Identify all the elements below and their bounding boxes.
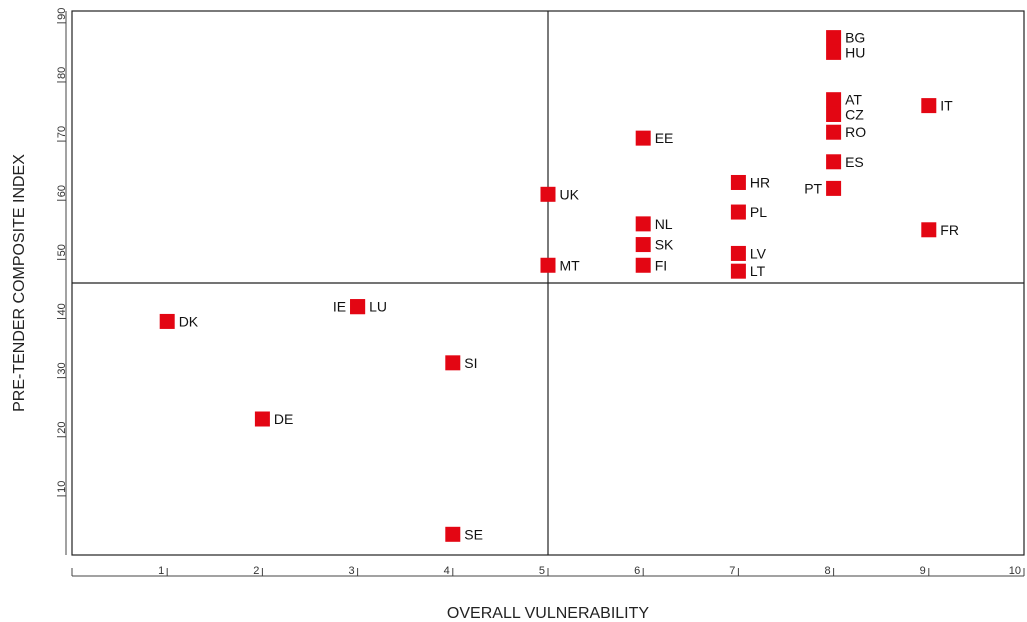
data-point-ro (826, 124, 842, 140)
x-tick-label: 9 (920, 565, 926, 577)
data-label-ro: RO (845, 124, 866, 140)
data-point-hr (730, 174, 746, 190)
data-point-de (254, 411, 270, 427)
data-label-hu: HU (845, 44, 865, 60)
data-point-lu (350, 299, 366, 315)
data-label-nl: NL (655, 216, 673, 232)
y-tick-label: 50 (56, 244, 68, 256)
y-axis-title: PRE-TENDER COMPOSITE INDEX (11, 154, 28, 412)
data-point-cz (826, 106, 842, 122)
x-tick-label: 4 (444, 565, 450, 577)
data-label-hr: HR (750, 174, 770, 190)
data-label-cz: CZ (845, 106, 864, 122)
y-tick-label: 90 (56, 8, 68, 20)
data-point-fr (921, 222, 937, 238)
data-label-at: AT (845, 92, 862, 108)
data-label-de: DE (274, 411, 293, 427)
x-tick-label: 3 (348, 565, 354, 577)
data-label-es: ES (845, 154, 864, 170)
data-label-fr: FR (940, 222, 959, 238)
data-point-lt (730, 263, 746, 279)
y-tick-label: 30 (56, 362, 68, 374)
data-point-ee (635, 130, 651, 146)
data-point-pt (826, 180, 842, 196)
y-tick-label: 10 (56, 481, 68, 493)
x-tick-label: 8 (824, 565, 830, 577)
data-label-sk: SK (655, 237, 674, 253)
data-point-uk (540, 186, 556, 202)
data-label-it: IT (940, 98, 953, 114)
data-label-ee: EE (655, 130, 674, 146)
data-point-hu (826, 44, 842, 60)
data-point-at (826, 92, 842, 108)
data-label-dk: DK (179, 313, 199, 329)
data-point-si (445, 355, 461, 371)
data-label-lv: LV (750, 245, 767, 261)
data-point-lv (730, 245, 746, 261)
data-point-bg (826, 30, 842, 46)
data-label-lt: LT (750, 263, 766, 279)
data-label-uk: UK (560, 186, 580, 202)
data-point-sk (635, 237, 651, 253)
data-point-pl (730, 204, 746, 220)
data-label-se: SE (464, 526, 483, 542)
x-tick-label: 5 (539, 565, 545, 577)
data-label-pl: PL (750, 204, 767, 220)
x-tick-label: 10 (1009, 565, 1021, 577)
data-point-se (445, 526, 461, 542)
data-label-bg: BG (845, 30, 865, 46)
y-tick-label: 80 (56, 67, 68, 79)
data-point-mt (540, 257, 556, 273)
y-axis: 10 20 30 40 50 60 70 80 90 (56, 8, 68, 555)
data-point-it (921, 98, 937, 114)
y-tick-label: 70 (56, 126, 68, 138)
data-point-es (826, 154, 842, 170)
x-tick-label: 7 (729, 565, 735, 577)
x-axis: 1 2 3 4 5 6 7 8 9 10 (71, 565, 1025, 577)
data-point-dk (159, 313, 175, 329)
data-label-mt: MT (560, 257, 581, 273)
data-label-fi: FI (655, 257, 667, 273)
x-tick-label: 2 (253, 565, 259, 577)
x-tick-label: 6 (634, 565, 640, 577)
y-tick-label: 60 (56, 185, 68, 197)
x-axis-title: OVERALL VULNERABILITY (447, 605, 649, 622)
data-label-si: SI (464, 355, 477, 371)
data-point-nl (635, 216, 651, 232)
data-label-ie: IE (333, 299, 346, 315)
data-label-lu: LU (369, 299, 387, 315)
y-tick-label: 40 (56, 303, 68, 315)
y-tick-label: 20 (56, 421, 68, 433)
data-point-fi (635, 257, 651, 273)
quadrant-lines (72, 11, 1024, 555)
data-label-pt: PT (804, 180, 822, 196)
x-tick-label: 1 (158, 565, 164, 577)
